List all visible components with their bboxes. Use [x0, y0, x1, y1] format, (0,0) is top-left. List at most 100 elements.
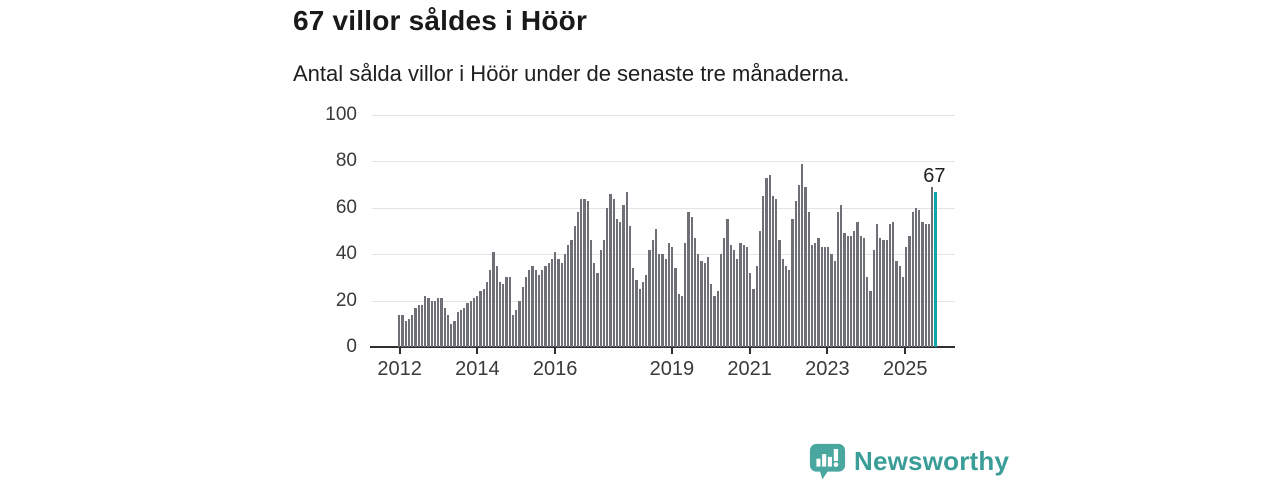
bar [495, 266, 498, 347]
bar [856, 222, 859, 347]
bar [658, 254, 661, 347]
bar [710, 284, 713, 347]
bar [791, 219, 794, 347]
bar [797, 185, 800, 347]
bar [450, 324, 453, 347]
bar [885, 240, 888, 347]
bar [560, 263, 563, 347]
bar [849, 236, 852, 347]
bar [583, 199, 586, 347]
bar [784, 266, 787, 347]
bar [466, 303, 469, 347]
bar [820, 247, 823, 347]
x-tick-label: 2016 [532, 358, 578, 380]
bar [814, 243, 817, 347]
grid-line [372, 254, 955, 256]
bar [515, 310, 518, 347]
x-tick [476, 347, 479, 354]
bar [443, 308, 446, 347]
highlighted-bar [934, 192, 937, 347]
bar [693, 238, 696, 347]
bar [862, 238, 865, 347]
bar [502, 284, 505, 347]
bar [840, 205, 843, 347]
bar [505, 277, 508, 347]
bar [846, 236, 849, 347]
bar [765, 178, 768, 347]
bar [804, 187, 807, 347]
bar [459, 310, 462, 347]
bar [911, 212, 914, 347]
grid-line [372, 300, 955, 302]
bar [801, 164, 804, 347]
bar [901, 277, 904, 347]
bar [414, 308, 417, 347]
bar [596, 273, 599, 347]
bar [433, 301, 436, 347]
bar [882, 240, 885, 347]
bar [859, 236, 862, 347]
bar [687, 212, 690, 347]
bar [853, 231, 856, 347]
bar [810, 245, 813, 347]
bar [528, 270, 531, 347]
chart-subtitle: Antal sålda villor i Höör under de senas… [293, 61, 850, 86]
x-tick-label: 2019 [649, 358, 695, 380]
bar [667, 243, 670, 347]
bar [892, 222, 895, 347]
bar [479, 291, 482, 347]
bar [453, 321, 456, 347]
bar [905, 247, 908, 347]
bar [664, 259, 667, 347]
bar [576, 212, 579, 347]
bar [589, 240, 592, 347]
bar [775, 199, 778, 347]
bar [677, 294, 680, 347]
bar [567, 245, 570, 347]
x-tick [670, 347, 673, 354]
bar [472, 298, 475, 347]
bar [599, 250, 602, 347]
bar [437, 298, 440, 347]
bar [489, 270, 492, 347]
y-tick-label: 0 [346, 336, 357, 357]
bar [833, 261, 836, 347]
newsworthy-logo[interactable]: Newsworthy [809, 442, 1009, 480]
bar [872, 250, 875, 347]
bar [570, 240, 573, 347]
bar [492, 252, 495, 347]
newsworthy-icon [809, 443, 846, 480]
bar [544, 266, 547, 347]
bar [723, 238, 726, 347]
bar [606, 208, 609, 347]
highlight-value-label: 67 [923, 164, 946, 187]
bar [498, 282, 501, 347]
bar [869, 291, 872, 347]
bar [521, 287, 524, 347]
bar [615, 219, 618, 347]
bar [781, 259, 784, 347]
bar [836, 212, 839, 347]
bar [554, 252, 557, 347]
bar [398, 315, 401, 347]
x-tick-label: 2012 [377, 358, 422, 380]
bar [537, 275, 540, 347]
bar [463, 308, 466, 347]
bar [762, 196, 765, 347]
bar [446, 315, 449, 347]
x-tick [554, 347, 557, 354]
bar [424, 296, 427, 347]
bar [661, 254, 664, 347]
bar [420, 305, 423, 347]
x-tick [398, 347, 401, 354]
bar [531, 266, 534, 347]
bar [768, 175, 771, 347]
bar [638, 289, 641, 347]
bar [680, 296, 683, 347]
x-tick-label: 2023 [805, 358, 850, 380]
bar [918, 210, 921, 347]
bar [684, 243, 687, 347]
bar [716, 291, 719, 347]
bar [729, 245, 732, 347]
bar [843, 233, 846, 347]
